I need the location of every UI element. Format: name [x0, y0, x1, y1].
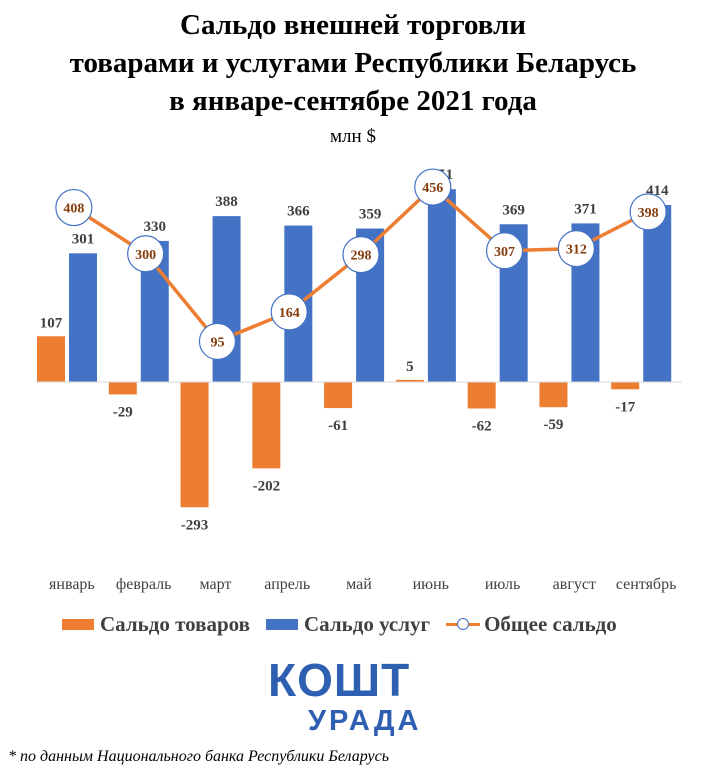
bar-goods	[611, 382, 640, 390]
data-label-services: 301	[72, 231, 95, 247]
data-label-goods: -61	[328, 418, 348, 434]
data-label-goods: -29	[113, 404, 133, 420]
legend-swatch-total	[446, 617, 481, 631]
legend-label-services: Сальдо услуг	[303, 611, 431, 636]
data-label-goods: -59	[543, 417, 563, 433]
x-tick-label: февраль	[116, 576, 172, 593]
legend-label-total: Общее сальдо	[484, 611, 617, 636]
x-tick-label: сентябрь	[616, 576, 677, 593]
point-total	[557, 230, 595, 268]
bar-goods	[108, 382, 137, 395]
x-tick-label: март	[199, 576, 231, 593]
bar-goods	[252, 382, 281, 469]
data-label-total: 307	[494, 245, 515, 260]
legend: Сальдо товаров Сальдо услуг Общее сальдо	[62, 611, 633, 637]
footnote: * по данным Национального банка Республи…	[8, 748, 389, 765]
data-label-total: 398	[638, 206, 659, 221]
point-total	[414, 168, 452, 206]
data-label-total: 95	[210, 335, 224, 350]
data-label-goods: -62	[472, 419, 492, 435]
bar-services	[427, 189, 456, 382]
point-total	[127, 235, 165, 273]
point-total	[629, 193, 667, 231]
data-label-total: 298	[351, 249, 372, 264]
bar-goods	[37, 336, 65, 382]
data-label-services: 369	[502, 202, 525, 218]
data-label-total: 312	[566, 243, 587, 258]
legend-swatch-services	[265, 618, 298, 630]
legend-swatch-goods	[62, 618, 94, 630]
x-tick-label: июль	[485, 576, 520, 593]
chart-title-line-1: Сальдо внешней торговли	[180, 9, 526, 41]
logo-wordmark-top: КОШТ	[268, 654, 411, 706]
chart-title-line-3: в январе-сентябре 2021 года	[169, 85, 537, 117]
logo-wordmark-bottom: УРАДА	[308, 705, 422, 737]
x-tick-label: январь	[49, 576, 95, 593]
data-label-services: 366	[287, 204, 310, 220]
data-label-total: 456	[422, 181, 443, 196]
data-label-services: 388	[215, 194, 238, 210]
data-label-total: 300	[135, 248, 156, 263]
bar-services	[69, 253, 97, 382]
point-total	[270, 293, 308, 331]
logo: КОШТ УРАДА	[268, 653, 448, 743]
bar-goods	[395, 379, 424, 382]
point-total	[485, 232, 524, 270]
data-label-services: 359	[359, 207, 382, 223]
data-label-services: 330	[144, 219, 167, 235]
x-tick-label: август	[553, 576, 596, 593]
data-label-total: 164	[279, 306, 300, 321]
x-tick-label: май	[346, 576, 372, 593]
point-total	[198, 322, 237, 360]
chart-canvas: 107 301 январь -29 330 февраль -293 388 март -202…	[36, 167, 682, 593]
legend-item-goods: Сальдо товаров	[62, 612, 250, 637]
data-label-goods: -17	[615, 399, 635, 415]
data-label-services: 371	[574, 201, 597, 217]
data-label-total: 408	[63, 202, 84, 217]
unit-label: млн $	[330, 126, 376, 147]
point-total	[342, 236, 380, 274]
legend-label-goods: Сальдо товаров	[100, 611, 250, 636]
bar-goods	[539, 382, 568, 408]
bar-goods	[324, 382, 353, 409]
data-label-goods: 107	[40, 315, 63, 331]
chart-title: Сальдо внешней торговли товарами и услуг…	[0, 6, 706, 120]
bar-goods	[467, 382, 496, 409]
bar-goods	[180, 382, 209, 508]
chart-title-line-2: товарами и услугами Республики Беларусь	[69, 47, 637, 79]
legend-item-total: Общее сальдо	[446, 612, 617, 637]
data-label-goods: -293	[181, 517, 209, 533]
bar-services	[643, 205, 672, 382]
legend-item-services: Сальдо услуг	[265, 611, 431, 637]
x-tick-label: июнь	[413, 576, 449, 593]
point-total	[55, 188, 93, 227]
x-tick-label: апрель	[264, 576, 310, 593]
data-label-goods: -202	[253, 478, 281, 494]
data-label-goods: 5	[406, 359, 414, 375]
